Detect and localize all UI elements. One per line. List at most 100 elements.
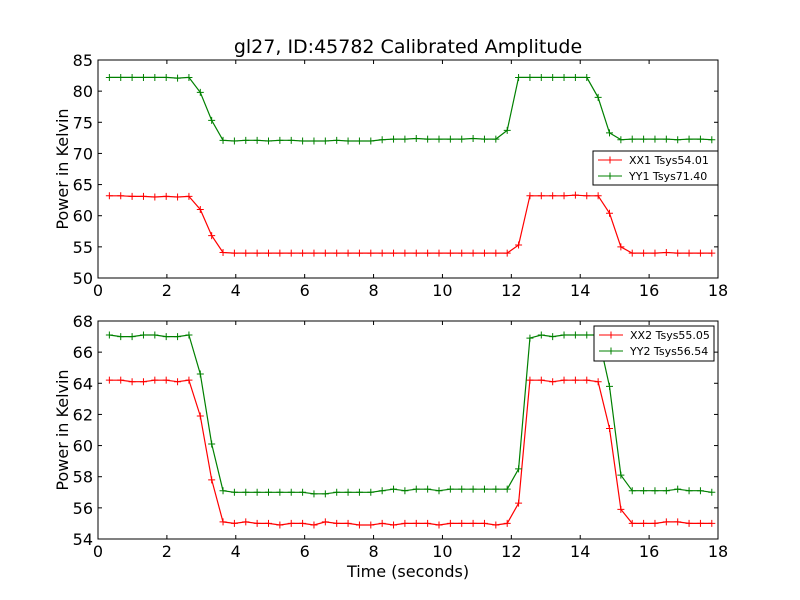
legend: XX1 Tsys54.01 YY1 Tsys71.40 [592, 150, 719, 186]
data-point [185, 73, 193, 81]
data-point [196, 412, 204, 420]
data-point [469, 485, 477, 493]
data-point [560, 376, 568, 384]
data-point [515, 499, 523, 507]
data-point [105, 331, 113, 339]
legend-marker [606, 156, 614, 164]
data-point [571, 191, 579, 199]
y-tick-label: 55 [73, 238, 93, 257]
data-point [151, 376, 159, 384]
data-point [640, 135, 648, 143]
data-point [208, 476, 216, 484]
data-point [378, 136, 386, 144]
data-point [571, 331, 579, 339]
data-point [265, 488, 272, 496]
data-point [708, 136, 716, 144]
data-point [287, 488, 295, 496]
data-point [265, 519, 272, 527]
data-point [480, 135, 488, 143]
data-point [662, 487, 670, 495]
plot-frame [97, 320, 719, 540]
y-tick-label: 85 [73, 51, 93, 70]
data-point [117, 376, 125, 384]
y-tick-label: 60 [73, 207, 93, 226]
data-point [242, 488, 250, 496]
data-point [685, 135, 693, 143]
legend-label-yy2: YY2 Tsys56.54 [629, 345, 708, 358]
data-point [696, 249, 704, 257]
legend-marker [607, 331, 615, 339]
data-point [458, 135, 466, 143]
data-point [526, 334, 534, 342]
plot-series-group [105, 331, 716, 529]
data-point [378, 249, 386, 257]
data-point [435, 487, 443, 495]
data-point [117, 333, 125, 341]
data-point [435, 521, 443, 529]
x-tick-label: 16 [639, 542, 659, 561]
legend-marker [607, 347, 615, 355]
data-point [583, 192, 591, 200]
data-point [401, 249, 409, 257]
data-point [526, 73, 534, 81]
data-point [537, 331, 545, 339]
data-point [651, 135, 659, 143]
x-tick-label: 18 [708, 281, 728, 300]
data-point [151, 331, 159, 339]
data-point [128, 378, 136, 386]
data-point [696, 519, 704, 527]
y-tick-label: 58 [73, 468, 93, 487]
x-tick-label: 2 [162, 281, 172, 300]
data-point [185, 376, 193, 384]
y-tick-label: 50 [73, 269, 93, 288]
data-point [617, 471, 625, 479]
x-tick-label: 16 [639, 281, 659, 300]
data-point [651, 487, 659, 495]
chart-title: gl27, ID:45782 Calibrated Amplitude [234, 36, 582, 58]
x-tick-label: 2 [162, 542, 172, 561]
data-point [594, 192, 602, 200]
data-point [685, 249, 693, 257]
data-point [230, 519, 238, 527]
data-point [299, 519, 307, 527]
x-tick-label: 8 [368, 542, 378, 561]
data-point [469, 519, 477, 527]
data-point [196, 370, 204, 378]
data-point [128, 333, 136, 341]
data-point [162, 192, 170, 200]
data-point [390, 135, 398, 143]
data-point [219, 487, 227, 495]
x-tick-label: 14 [570, 281, 590, 300]
data-point [174, 378, 182, 386]
data-point [412, 134, 420, 142]
data-point [390, 521, 398, 529]
data-point [219, 518, 227, 526]
data-point [446, 485, 454, 493]
data-point [310, 249, 318, 257]
data-point [355, 137, 363, 145]
data-point [333, 249, 341, 257]
data-point [276, 249, 284, 257]
data-point [571, 376, 579, 384]
data-point [310, 137, 318, 145]
data-point [139, 192, 147, 200]
data-point [435, 249, 443, 257]
data-point [674, 136, 682, 144]
top-chart: gl27, ID:45782 Calibrated Amplitude Powe… [53, 36, 728, 300]
legend-box [593, 325, 715, 362]
data-point [606, 209, 613, 217]
x-tick-label: 10 [432, 281, 452, 300]
data-point [458, 249, 466, 257]
x-tick-label: 12 [501, 281, 521, 300]
data-point [139, 378, 147, 386]
data-point [162, 73, 170, 81]
legend-label-xx1: XX1 Tsys54.01 [629, 154, 709, 167]
x-tick-label: 10 [432, 542, 452, 561]
axis-ticks-group: 0 2 4 6 8 10 12 14 16 18 50 55 60 65 70 75 80 85 [73, 51, 729, 300]
data-point [128, 192, 136, 200]
x-tick-label: 18 [708, 542, 728, 561]
data-point [344, 249, 352, 257]
data-point [162, 333, 170, 341]
data-point [185, 331, 193, 339]
